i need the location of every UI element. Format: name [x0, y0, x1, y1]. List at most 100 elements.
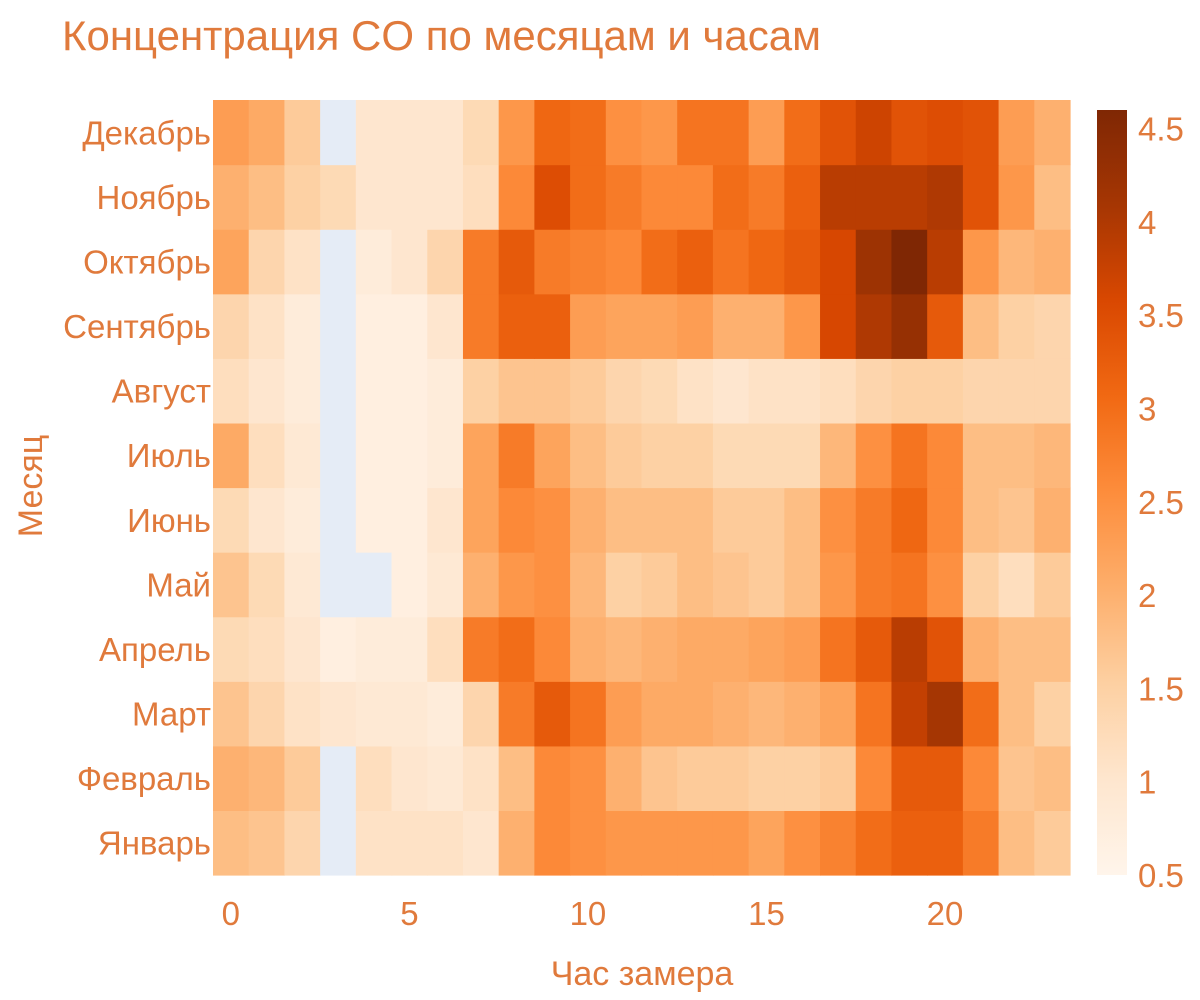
heatmap-cell [712, 293, 750, 359]
heatmap-cell [641, 164, 678, 230]
heatmap-cell [248, 358, 286, 424]
heatmap-cell [320, 164, 357, 230]
heatmap-cell [284, 616, 321, 682]
heatmap-cell [391, 100, 428, 166]
heatmap-cell [391, 810, 428, 876]
heatmap-cell [534, 616, 571, 682]
heatmap-cell [1034, 487, 1071, 553]
heatmap-cell [962, 422, 1000, 489]
heatmap-cell [748, 745, 785, 812]
heatmap-cell [998, 487, 1035, 553]
heatmap-cell [570, 229, 607, 295]
y-tick-label: Сентябрь [63, 308, 211, 345]
heatmap-cell [998, 681, 1035, 747]
heatmap-cell [391, 487, 428, 553]
heatmap-cell [820, 745, 857, 812]
heatmap-cell [213, 616, 250, 682]
heatmap-cell [284, 358, 321, 424]
heatmap-cell [1034, 616, 1071, 682]
heatmap-cell [534, 681, 571, 747]
heatmap-cell [427, 487, 464, 553]
heatmap-cell [355, 229, 393, 295]
heatmap-cell [462, 681, 500, 747]
heatmap-cell [677, 229, 714, 295]
heatmap-cell [534, 164, 571, 230]
heatmap-cell [962, 358, 1000, 424]
y-tick-label: Июнь [127, 502, 211, 539]
heatmap-cell [605, 358, 643, 424]
heatmap-cell [570, 422, 607, 489]
y-tick-label: Март [132, 696, 211, 733]
heatmap-cell [213, 293, 250, 359]
heatmap-cell [355, 293, 393, 359]
heatmap-cell [855, 229, 893, 295]
heatmap-cell [391, 229, 428, 295]
colorbar-tick-label: 4 [1138, 204, 1156, 241]
heatmap-cell [927, 487, 964, 553]
heatmap-cell [570, 552, 607, 618]
heatmap-cell [498, 552, 535, 618]
heatmap-cell [641, 552, 678, 618]
heatmap-cell [605, 745, 643, 812]
heatmap-cell [677, 552, 714, 618]
heatmap-cell [355, 552, 393, 618]
heatmap-cell [820, 616, 857, 682]
heatmap-cell [320, 616, 357, 682]
heatmap-cell [712, 422, 750, 489]
heatmap-cell [605, 552, 643, 618]
heatmap-cell [570, 616, 607, 682]
heatmap-cell [962, 164, 1000, 230]
heatmap-cell [284, 745, 321, 812]
heatmap-cell [784, 810, 821, 876]
heatmap-cell [641, 487, 678, 553]
heatmap-cell [927, 422, 964, 489]
heatmap-cell [820, 164, 857, 230]
heatmap-cell [784, 422, 821, 489]
heatmap-cell [998, 100, 1035, 166]
heatmap-cell [605, 487, 643, 553]
heatmap-cell [213, 164, 250, 230]
heatmap-cell [855, 422, 893, 489]
heatmap-cell [891, 164, 928, 230]
heatmap-cell [927, 616, 964, 682]
heatmap-cell [320, 100, 357, 166]
heatmap-cell [855, 552, 893, 618]
heatmap-cell [1034, 229, 1071, 295]
heatmap-cell [534, 100, 571, 166]
heatmap-cell [927, 810, 964, 876]
heatmap-cell [248, 100, 286, 166]
colorbar-tick-label: 3 [1138, 391, 1156, 428]
heatmap-cell [391, 358, 428, 424]
heatmap-cell [534, 745, 571, 812]
heatmap-cell [462, 552, 500, 618]
heatmap-cell [570, 100, 607, 166]
heatmap-cell [998, 358, 1035, 424]
heatmap-cell [641, 229, 678, 295]
heatmap-cell [784, 293, 821, 359]
heatmap-cell [427, 810, 464, 876]
heatmap-cell [1034, 358, 1071, 424]
heatmap-cell [641, 681, 678, 747]
heatmap-cell [498, 616, 535, 682]
heatmap-cell [784, 358, 821, 424]
heatmap-cell [748, 164, 785, 230]
heatmap-cell [784, 487, 821, 553]
heatmap-cell [320, 229, 357, 295]
heatmap-cell [891, 487, 928, 553]
y-axis-label: Месяц [12, 435, 50, 538]
heatmap-cell [641, 616, 678, 682]
heatmap-cell [927, 745, 964, 812]
heatmap-cell [213, 745, 250, 812]
heatmap-cell [355, 810, 393, 876]
heatmap-cell [427, 552, 464, 618]
x-tick-label: 10 [570, 895, 607, 932]
heatmap-cell [998, 293, 1035, 359]
heatmap-cell [355, 422, 393, 489]
heatmap-cell [355, 487, 393, 553]
heatmap-cell [534, 422, 571, 489]
heatmap-cell [748, 229, 785, 295]
heatmap-cell [570, 487, 607, 553]
heatmap-cell [712, 745, 750, 812]
heatmap-cell [855, 164, 893, 230]
heatmap-cell [962, 745, 1000, 812]
